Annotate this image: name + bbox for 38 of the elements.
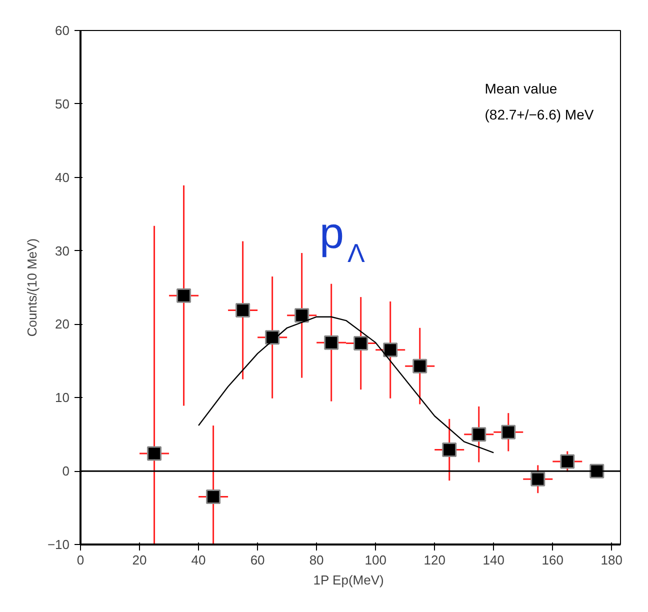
point <box>560 454 575 469</box>
annotation: Mean value <box>484 80 558 97</box>
y-tick-label: 0 <box>62 464 70 479</box>
point <box>294 308 310 323</box>
point <box>383 342 398 358</box>
y-tick-label: 60 <box>55 23 70 38</box>
point <box>412 358 428 374</box>
x-axis-title: 1P Ep(MeV) <box>313 572 384 588</box>
x-tick-label: 60 <box>250 552 265 568</box>
y-tick-label: 50 <box>55 96 70 112</box>
point <box>442 442 457 458</box>
y-tick-label: 30 <box>55 243 70 258</box>
point <box>354 336 368 351</box>
x-tick-label: 40 <box>191 552 206 568</box>
point <box>530 472 546 486</box>
x-tick-label: 120 <box>424 552 446 568</box>
x-tick-label: 20 <box>132 552 147 568</box>
point <box>324 335 339 350</box>
y-tick-label: −10 <box>47 537 70 552</box>
x-tick-label: 140 <box>482 552 504 568</box>
x-tick-label: 80 <box>309 552 324 568</box>
point <box>176 288 192 303</box>
point <box>206 490 221 504</box>
annotation: (82.7+/−6.6) MeV <box>484 106 594 122</box>
y-tick-label: 10 <box>55 390 70 406</box>
point <box>501 424 516 440</box>
point <box>147 446 162 461</box>
point <box>590 464 604 478</box>
x-tick-label: 180 <box>600 552 623 568</box>
y-tick-label: 40 <box>55 170 70 185</box>
y-tick-label: 20 <box>55 316 70 332</box>
point <box>472 427 486 442</box>
x-tick-label: 0 <box>76 552 84 568</box>
point <box>236 303 250 318</box>
x-tick-label: 160 <box>542 552 564 568</box>
x-tick-label: 100 <box>364 552 386 568</box>
y-axis-title: Counts/(10 MeV) <box>24 238 40 337</box>
point <box>265 330 280 345</box>
